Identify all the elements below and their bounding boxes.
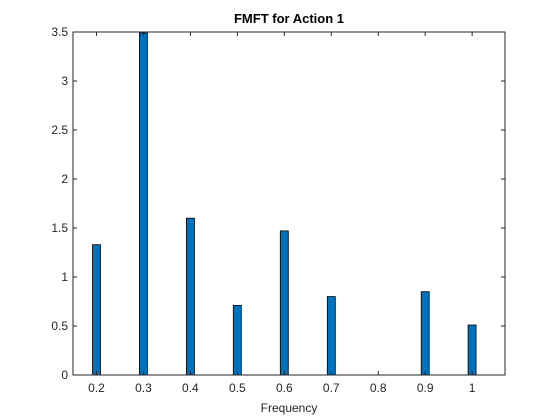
y-tick-label: 0 xyxy=(61,368,68,382)
x-tick-label: 0.7 xyxy=(323,381,340,395)
y-tick-label: 2 xyxy=(61,172,68,186)
axes-box xyxy=(72,31,506,376)
bar xyxy=(185,217,195,376)
y-tick-label: 1.5 xyxy=(51,221,68,235)
y-tick-label: 0.5 xyxy=(51,319,68,333)
x-tick-label: 0.4 xyxy=(182,381,199,395)
x-tick-label: 0.2 xyxy=(88,381,105,395)
bar xyxy=(326,296,336,376)
y-tick-label: 3.5 xyxy=(51,25,68,39)
y-tick-label: 3 xyxy=(61,74,68,88)
x-tick-label: 0.3 xyxy=(135,381,152,395)
y-tick-label: 2.5 xyxy=(51,123,68,137)
x-axis-ticks: 0.2 0.3 0.4 0.5 0.6 0.7 0.8 0.9 1 xyxy=(88,32,476,395)
bar xyxy=(420,291,430,376)
x-tick-label: 0.9 xyxy=(417,381,434,395)
x-tick-label: 0.8 xyxy=(370,381,387,395)
bar xyxy=(467,324,477,376)
x-axis-label: Frequency xyxy=(261,401,318,415)
x-tick-label: 0.5 xyxy=(229,381,246,395)
chart-title: FMFT for Action 1 xyxy=(234,11,344,26)
bar xyxy=(138,32,148,376)
bar xyxy=(92,244,101,376)
plot-area-background xyxy=(73,32,505,375)
bar xyxy=(232,304,242,376)
x-tick-label: 1 xyxy=(469,381,476,395)
bars-group xyxy=(92,32,477,376)
bar xyxy=(279,230,289,376)
x-tick-label: 0.6 xyxy=(276,381,293,395)
y-axis-ticks: 0 0.5 1 1.5 2 2.5 3 3.5 xyxy=(51,25,505,382)
y-tick-label: 1 xyxy=(61,270,68,284)
